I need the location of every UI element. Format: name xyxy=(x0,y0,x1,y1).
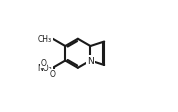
Text: O: O xyxy=(50,70,56,79)
Text: CH₃: CH₃ xyxy=(38,35,52,44)
Text: NO₂: NO₂ xyxy=(37,64,52,73)
Text: O: O xyxy=(41,59,47,67)
Text: N: N xyxy=(87,57,94,65)
